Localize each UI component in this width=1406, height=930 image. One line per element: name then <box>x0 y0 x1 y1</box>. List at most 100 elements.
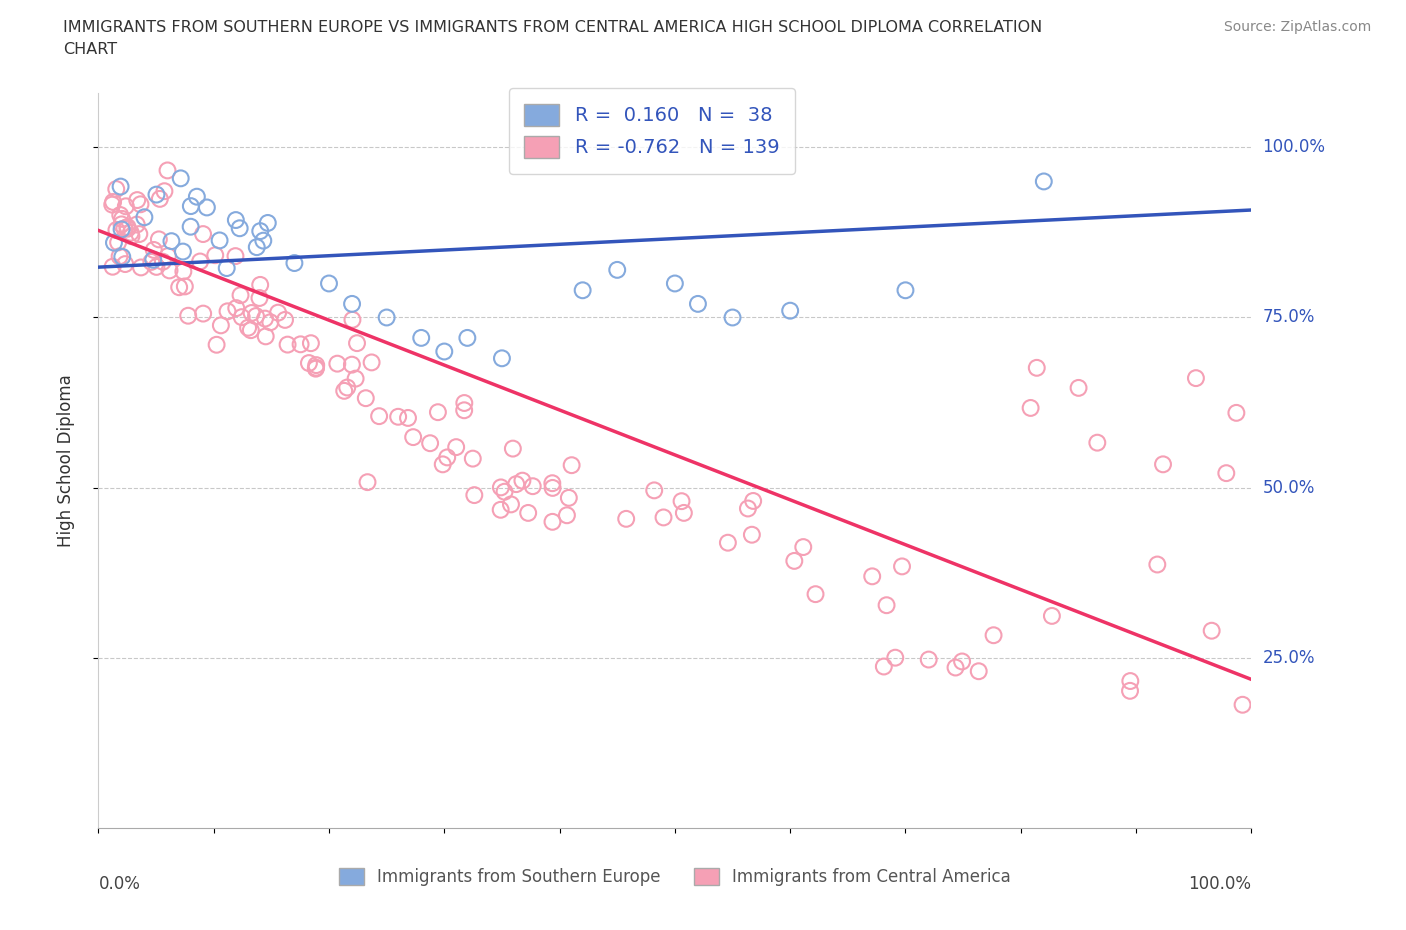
Point <box>107 235 129 250</box>
Point <box>114 199 136 214</box>
Point <box>453 395 475 410</box>
Point <box>231 310 253 325</box>
Point <box>1067 380 1090 395</box>
Point <box>741 527 763 542</box>
Point <box>336 380 359 395</box>
Point <box>491 351 513 365</box>
Text: IMMIGRANTS FROM SOUTHERN EUROPE VS IMMIGRANTS FROM CENTRAL AMERICA HIGH SCHOOL D: IMMIGRANTS FROM SOUTHERN EUROPE VS IMMIG… <box>63 20 1042 35</box>
Point <box>208 233 231 248</box>
Point <box>225 300 247 315</box>
Point <box>205 338 228 352</box>
Point <box>512 473 534 488</box>
Point <box>240 306 263 321</box>
Point <box>290 337 312 352</box>
Point <box>894 283 917 298</box>
Point <box>950 654 973 669</box>
Text: 75.0%: 75.0% <box>1263 309 1315 326</box>
Point <box>134 210 156 225</box>
Point <box>173 279 195 294</box>
Point <box>160 233 183 248</box>
Point <box>110 207 132 222</box>
Point <box>396 410 419 425</box>
Point <box>1232 698 1254 712</box>
Point <box>444 440 467 455</box>
Point <box>249 290 271 305</box>
Point <box>326 356 349 371</box>
Point <box>204 247 226 262</box>
Point <box>111 211 134 226</box>
Point <box>1119 673 1142 688</box>
Point <box>156 248 179 263</box>
Point <box>402 430 425 445</box>
Point <box>433 344 456 359</box>
Point <box>305 361 328 376</box>
Point <box>499 497 522 512</box>
Point <box>804 587 827 602</box>
Point <box>541 481 564 496</box>
Point <box>129 260 152 275</box>
Point <box>1040 608 1063 623</box>
Point <box>1085 435 1108 450</box>
Point <box>1215 466 1237 481</box>
Point <box>228 220 250 235</box>
Point <box>274 312 297 327</box>
Point <box>453 403 475 418</box>
Point <box>643 483 665 498</box>
Point <box>1225 405 1247 420</box>
Point <box>105 222 128 237</box>
Point <box>517 506 540 521</box>
Point <box>117 221 139 236</box>
Point <box>256 216 278 231</box>
Y-axis label: High School Diploma: High School Diploma <box>56 374 75 547</box>
Point <box>461 451 484 466</box>
Point <box>110 217 132 232</box>
Point <box>1146 557 1168 572</box>
Point <box>259 315 281 330</box>
Point <box>101 259 124 274</box>
Point <box>671 494 693 509</box>
Point <box>494 485 516 499</box>
Point <box>792 539 814 554</box>
Point <box>426 405 449 419</box>
Point <box>246 240 269 255</box>
Legend: Immigrants from Southern Europe, Immigrants from Central America: Immigrants from Southern Europe, Immigra… <box>332 861 1018 893</box>
Point <box>860 569 883 584</box>
Point <box>117 219 139 234</box>
Point <box>127 193 149 207</box>
Point <box>1185 371 1208 386</box>
Point <box>606 262 628 277</box>
Point <box>967 664 990 679</box>
Point <box>368 408 391 423</box>
Point <box>101 197 124 212</box>
Text: CHART: CHART <box>63 42 117 57</box>
Point <box>721 310 744 325</box>
Point <box>1032 174 1054 189</box>
Point <box>672 506 695 521</box>
Point <box>142 252 165 267</box>
Point <box>340 297 363 312</box>
Point <box>112 221 135 236</box>
Point <box>120 225 142 240</box>
Point <box>195 200 218 215</box>
Point <box>249 224 271 239</box>
Point <box>305 360 328 375</box>
Point <box>945 660 967 675</box>
Point <box>299 336 322 351</box>
Point <box>571 283 593 298</box>
Point <box>111 249 134 264</box>
Point <box>110 179 132 194</box>
Point <box>159 263 181 278</box>
Point <box>105 181 128 196</box>
Point <box>110 222 132 237</box>
Point <box>283 256 305 271</box>
Point <box>253 312 276 326</box>
Text: Source: ZipAtlas.com: Source: ZipAtlas.com <box>1223 20 1371 34</box>
Point <box>236 320 259 335</box>
Point <box>267 305 290 320</box>
Point <box>742 494 765 509</box>
Point <box>180 199 202 214</box>
Point <box>148 232 170 246</box>
Point <box>125 217 148 232</box>
Point <box>239 323 262 338</box>
Point <box>686 297 709 312</box>
